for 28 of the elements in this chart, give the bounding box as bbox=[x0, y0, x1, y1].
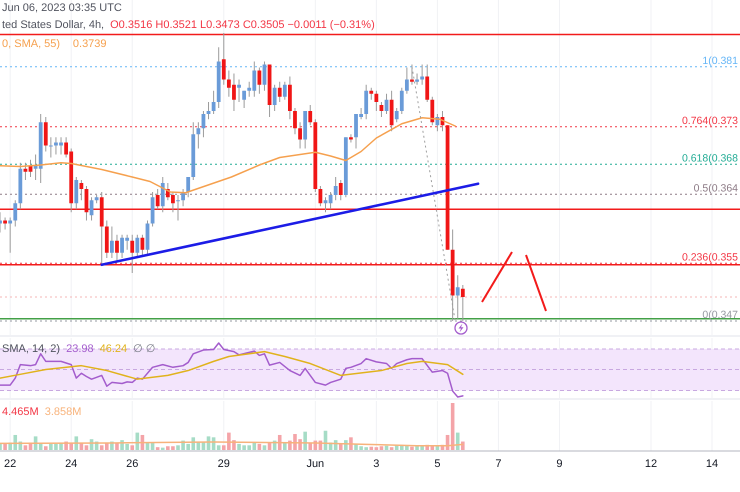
text: O0.3516 H0.3521 L0.3473 C0.3505 −0.0011 (−0.31%) bbox=[110, 19, 375, 31]
chart-title: SMA, 14, 2) bbox=[2, 343, 60, 355]
ref-line-label: 0(0.347 bbox=[702, 309, 738, 321]
x-tick-label: 29 bbox=[218, 458, 230, 470]
x-tick-label: 3 bbox=[373, 458, 380, 470]
ref-line-label: 1(0.381 bbox=[702, 54, 738, 67]
ref-line-label: 0.236(0.355 bbox=[682, 251, 738, 264]
x-tick-label: 7 bbox=[495, 458, 502, 470]
annotation: 4.465M bbox=[2, 406, 39, 418]
x-tick-label: 14 bbox=[706, 458, 718, 470]
ref-line-label: 0.618(0.368 bbox=[682, 152, 738, 164]
annotation: 23.98 bbox=[66, 343, 94, 355]
x-tick-label: 5 bbox=[434, 458, 440, 470]
annotation: Jun 06, 2023 03:35 UTC bbox=[2, 2, 122, 14]
x-tick-label: 24 bbox=[65, 458, 78, 470]
x-tick-label: Jun bbox=[306, 458, 324, 470]
annotation: 3.858M bbox=[44, 406, 82, 418]
x-tick-label: 12 bbox=[644, 458, 658, 470]
ref-line-label: 0.5(0.364 bbox=[694, 182, 738, 194]
text: 0, SMA, 55) bbox=[2, 38, 60, 50]
annotation: 46.24 bbox=[100, 343, 128, 355]
annotation: ∅ ∅ bbox=[133, 343, 156, 355]
ref-line-label: 0.764(0.373 bbox=[682, 114, 738, 127]
x-tick-label: 26 bbox=[126, 458, 138, 470]
annotation: 0.3739 bbox=[72, 38, 107, 50]
x-tick-label: 9 bbox=[556, 458, 563, 470]
x-tick-label: 22 bbox=[4, 458, 16, 470]
text: ted States Dollar, 4h, bbox=[2, 19, 104, 31]
